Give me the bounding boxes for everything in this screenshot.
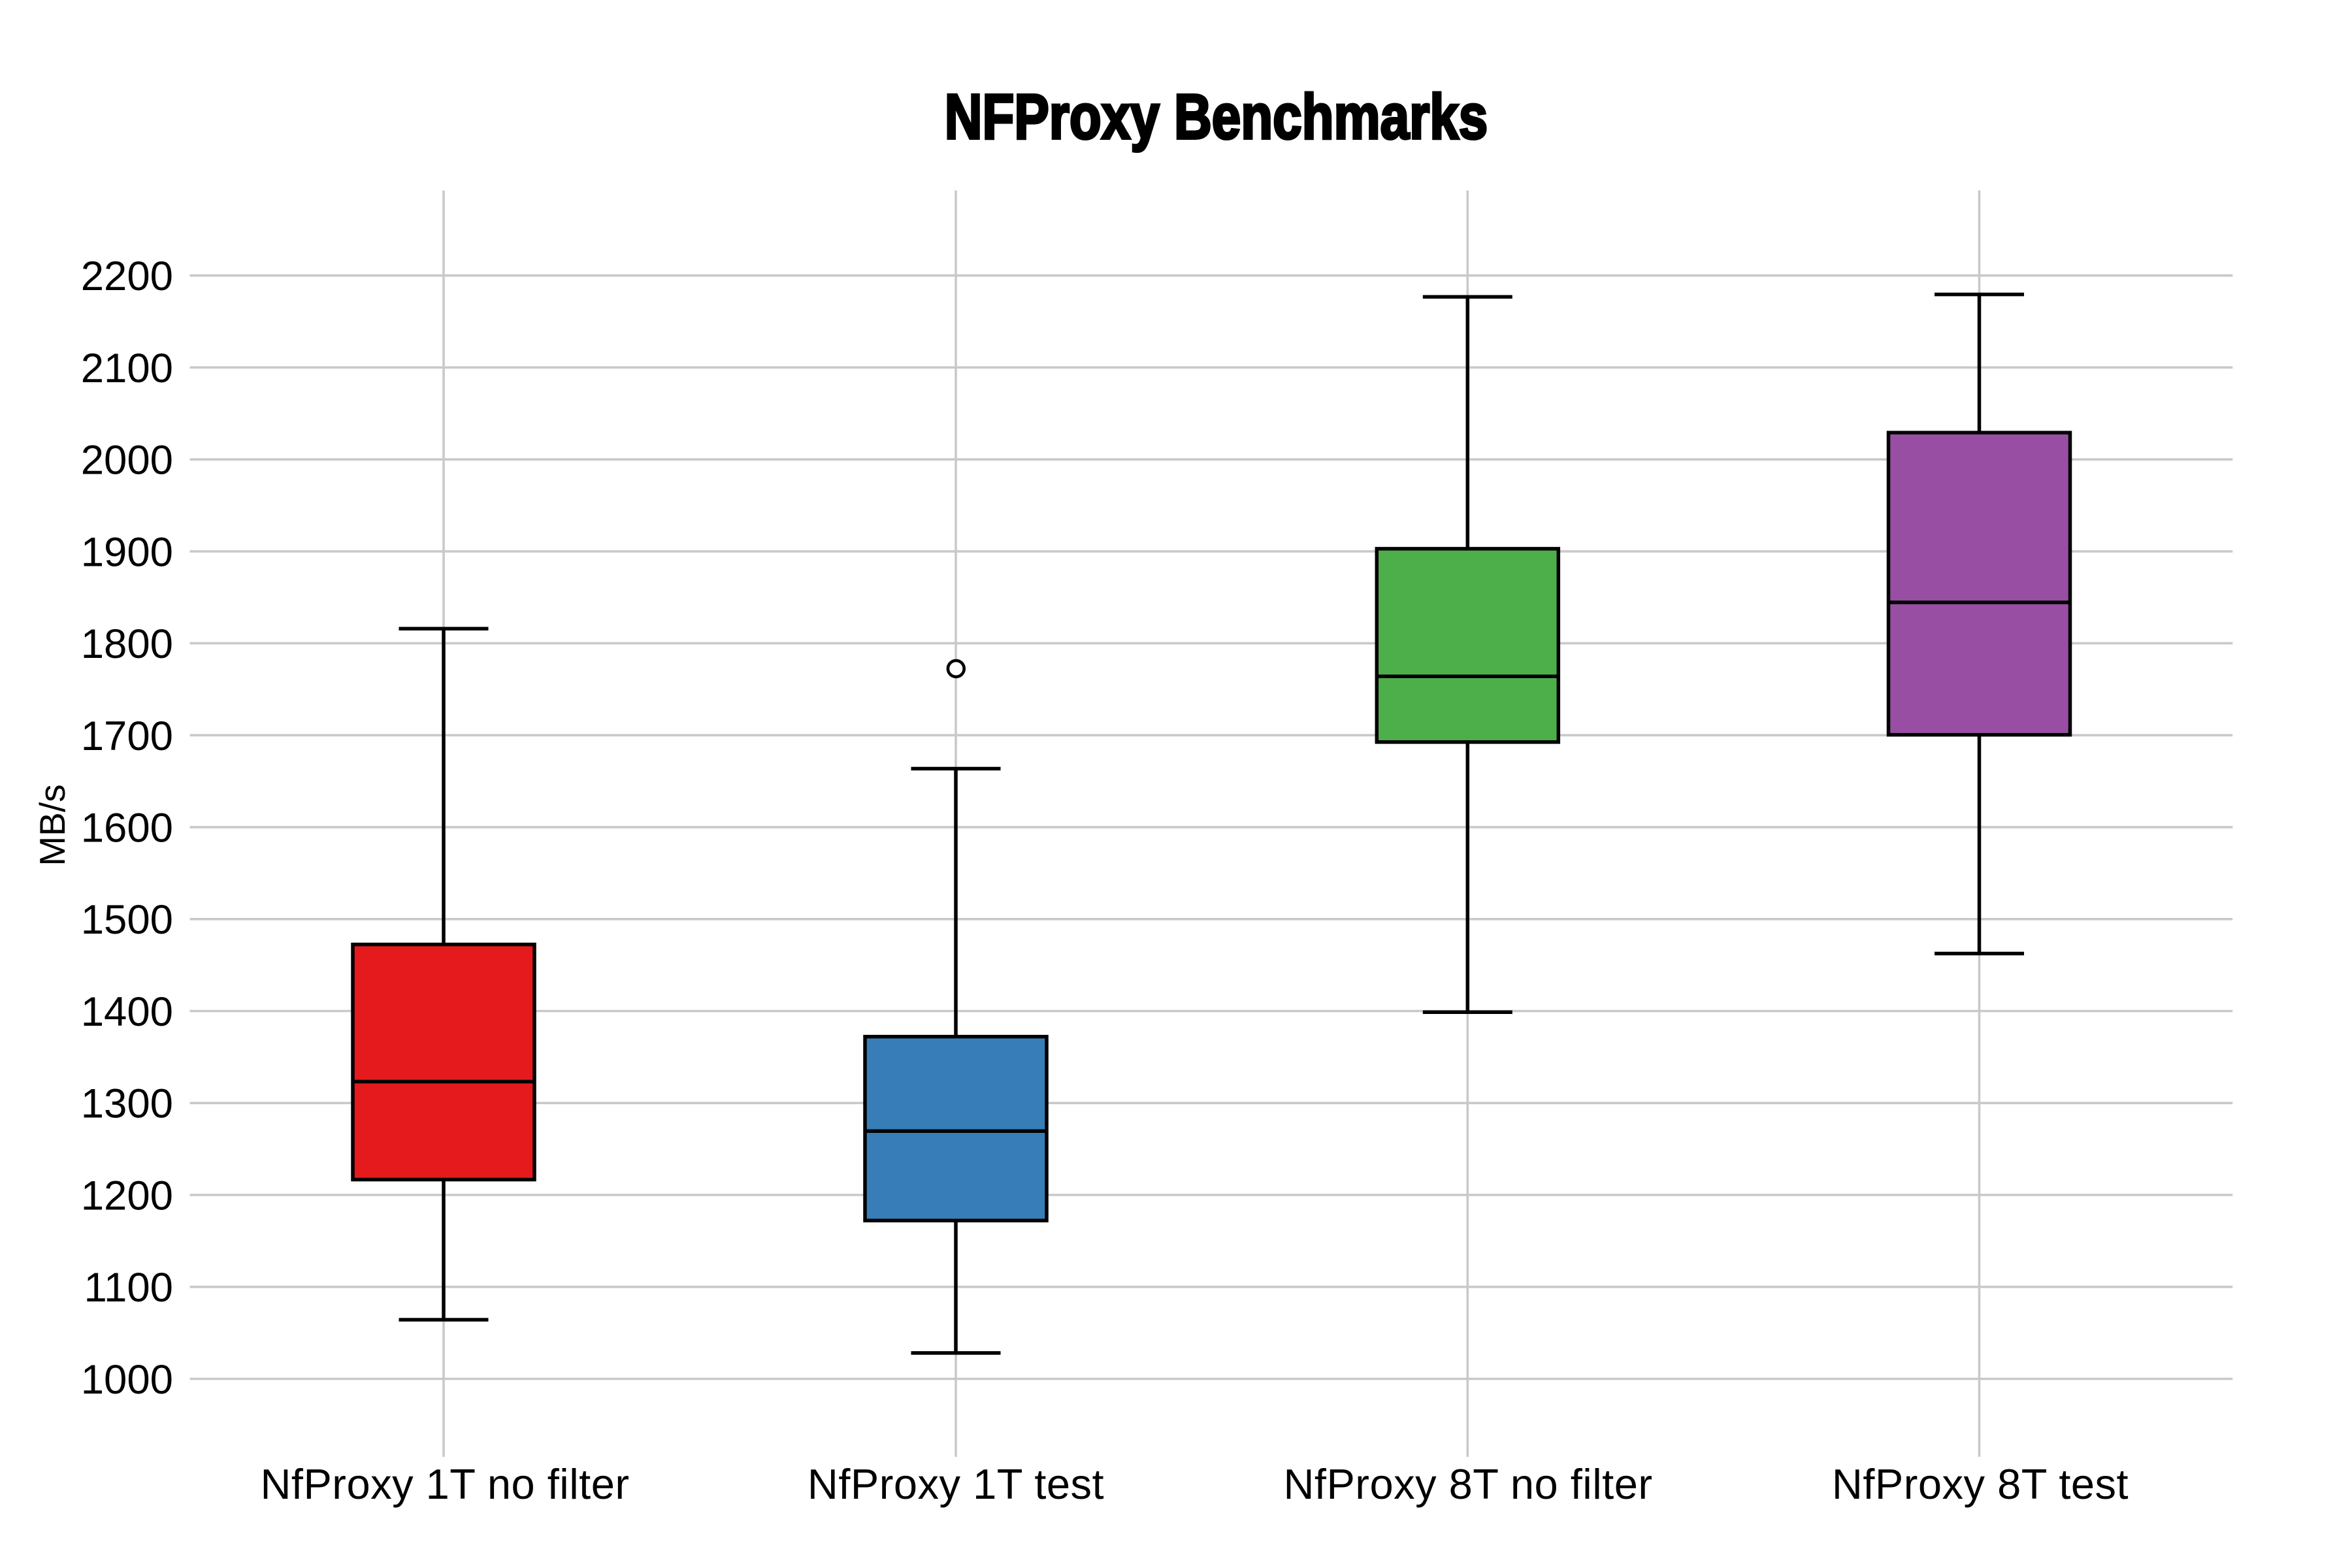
svg-text:2000: 2000 (81, 438, 173, 483)
svg-text:1700: 1700 (81, 713, 173, 759)
svg-text:1600: 1600 (81, 806, 173, 851)
svg-text:1100: 1100 (84, 1265, 173, 1311)
svg-text:1800: 1800 (81, 621, 173, 667)
svg-text:1000: 1000 (81, 1357, 173, 1403)
svg-text:1300: 1300 (81, 1081, 173, 1127)
svg-text:1200: 1200 (81, 1173, 173, 1218)
svg-text:NfProxy 1T no filter: NfProxy 1T no filter (260, 1460, 629, 1508)
svg-text:2100: 2100 (81, 346, 173, 391)
svg-text:1500: 1500 (81, 897, 173, 943)
svg-text:NFProxy Benchmarks: NFProxy Benchmarks (945, 82, 1488, 152)
svg-text:1400: 1400 (81, 989, 173, 1035)
svg-text:1900: 1900 (81, 529, 173, 575)
svg-text:MB/s: MB/s (32, 784, 73, 866)
svg-text:2200: 2200 (81, 253, 173, 299)
svg-text:NfProxy 1T test: NfProxy 1T test (808, 1460, 1104, 1508)
svg-text:NfProxy 8T test: NfProxy 8T test (1832, 1460, 2129, 1508)
svg-text:NfProxy 8T no filter: NfProxy 8T no filter (1283, 1460, 1652, 1508)
